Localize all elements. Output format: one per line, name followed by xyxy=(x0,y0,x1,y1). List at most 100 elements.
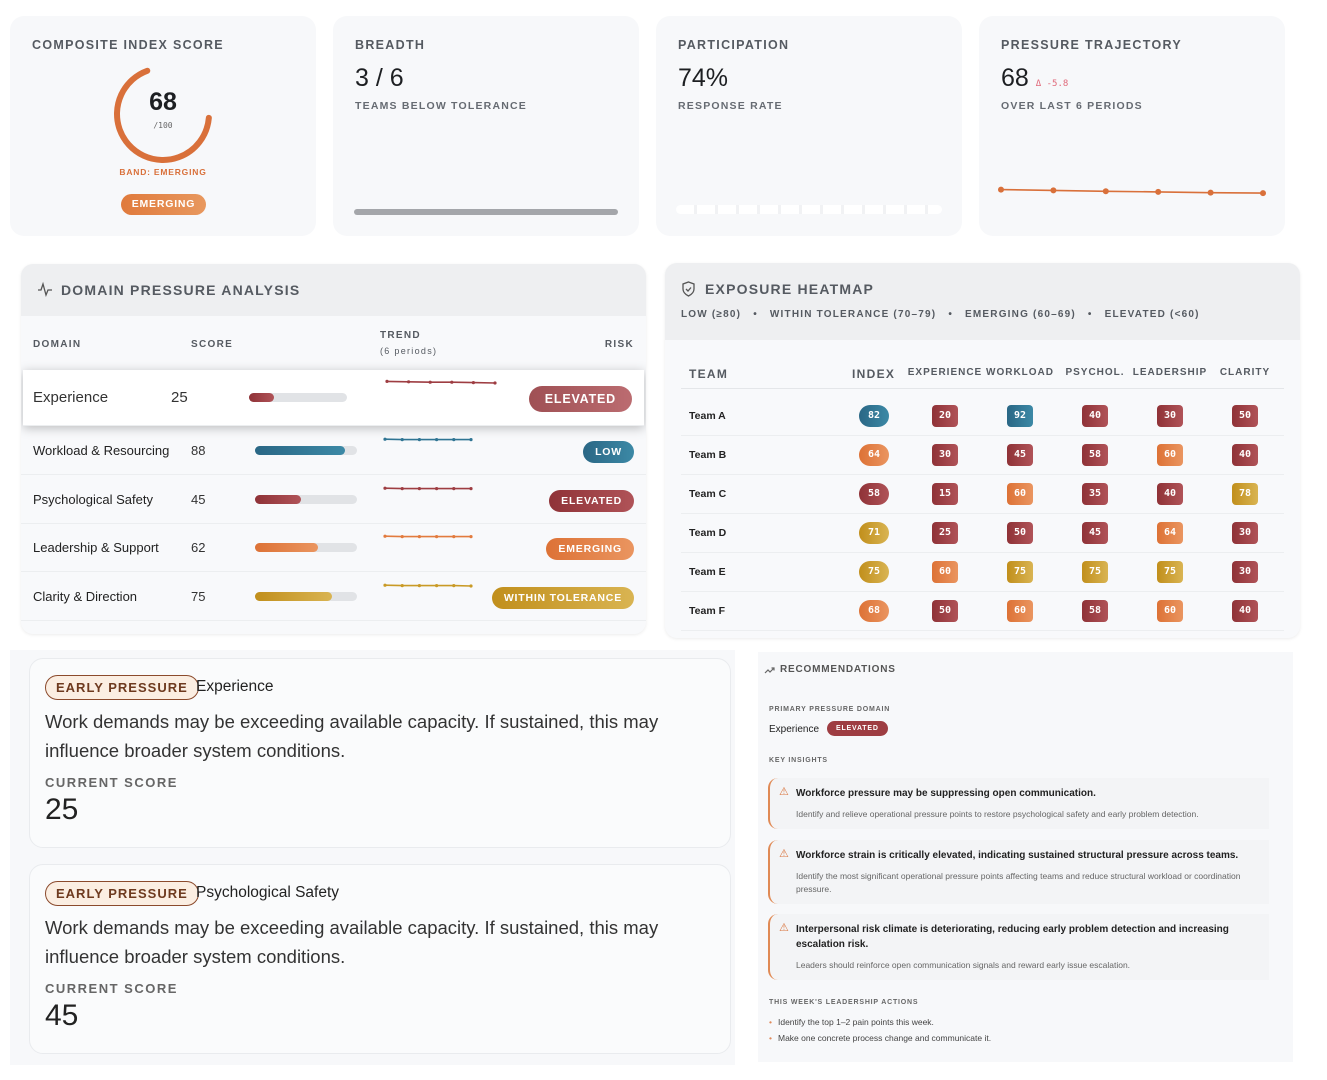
composite-score: 68 xyxy=(149,88,177,116)
heatmap-cell[interactable]: 30 xyxy=(1157,405,1183,427)
warning-icon: ⚠ xyxy=(779,922,789,934)
heatmap-cell[interactable]: 25 xyxy=(932,522,958,544)
panel-title: DOMAIN PRESSURE ANALYSIS xyxy=(61,282,301,298)
heatmap-cell[interactable]: 75 xyxy=(1082,561,1108,583)
heatmap-legend: LOW (≥80) • WITHIN TOLERANCE (70–79) • EMERG… xyxy=(681,309,1200,320)
heatmap-cell[interactable]: 50 xyxy=(1232,405,1258,427)
heatmap-cell[interactable]: 40 xyxy=(1232,600,1258,622)
divider xyxy=(681,388,1284,389)
heatmap-cell[interactable]: 78 xyxy=(1232,483,1258,505)
heatmap-cell[interactable]: 20 xyxy=(932,405,958,427)
heatmap-cell[interactable]: 45 xyxy=(1082,522,1108,544)
insights-label: KEY INSIGHTS xyxy=(769,757,828,764)
primary-label: PRIMARY PRESSURE DOMAIN xyxy=(769,706,891,713)
team-name: Team C xyxy=(689,488,727,500)
recommendations-panel: RECOMMENDATIONS PRIMARY PRESSURE DOMAIN … xyxy=(758,652,1293,1062)
action-text: Identify the top 1–2 pain points this we… xyxy=(777,1017,934,1027)
trend-point xyxy=(469,486,473,490)
heatmap-cell[interactable]: 40 xyxy=(1157,483,1183,505)
heatmap-cell[interactable]: 75 xyxy=(1007,561,1033,583)
participation-sub: RESPONSE RATE xyxy=(678,100,783,112)
domain-row[interactable]: Clarity & Direction 75 WITHIN TOLERANCE xyxy=(21,573,646,621)
score-bar-fill xyxy=(255,591,332,601)
trend-point xyxy=(417,583,421,587)
insight-detail: Identify and relieve operational pressur… xyxy=(796,809,1199,819)
trend-line xyxy=(386,380,496,384)
trend-point xyxy=(998,186,1004,193)
heatmap-cell[interactable]: 60 xyxy=(1157,444,1183,466)
heatmap-cell[interactable]: 58 xyxy=(1082,444,1108,466)
heatmap-cell[interactable]: 60 xyxy=(932,561,958,583)
gauge-arc xyxy=(114,65,212,163)
heatmap-cell[interactable]: 40 xyxy=(1232,444,1258,466)
domain-pressure-panel: DOMAIN PRESSURE ANALYSIS DOMAIN SCORE TR… xyxy=(21,264,646,634)
trajectory-card: PRESSURE TRAJECTORY 68 Δ -5.8 OVER LAST … xyxy=(979,16,1285,236)
pressure-message: Work demands may be exceeding available … xyxy=(45,917,659,967)
score-bar-fill xyxy=(255,494,301,504)
trend-point xyxy=(435,486,439,490)
panel-title: EXPOSURE HEATMAP xyxy=(705,281,875,297)
trend-point xyxy=(400,535,404,539)
heatmap-cell[interactable]: 92 xyxy=(1007,405,1033,427)
heatmap-cell[interactable]: 30 xyxy=(1232,522,1258,544)
current-score: 25 xyxy=(45,793,79,826)
heatmap-cell[interactable]: 60 xyxy=(1007,600,1033,622)
team-name: Team F xyxy=(689,605,725,617)
insight-detail: Identify the most significant operationa… xyxy=(796,871,1241,894)
heatmap-cell[interactable]: 15 xyxy=(932,483,958,505)
trend-point xyxy=(469,438,473,442)
heatmap-cell[interactable]: 58 xyxy=(1082,600,1108,622)
score-max: /100 xyxy=(153,121,173,130)
participation-value: 74% xyxy=(678,64,729,92)
heatmap-cell[interactable]: 64 xyxy=(1157,522,1183,544)
heatmap-cell[interactable]: 35 xyxy=(1082,483,1108,505)
index-score-badge[interactable]: 64 xyxy=(859,444,889,466)
trend-point xyxy=(417,486,421,490)
score-label: CURRENT SCORE xyxy=(45,981,178,996)
domain-row[interactable]: Psychological Safety 45 ELEVATED xyxy=(21,476,646,524)
legend-separator: • xyxy=(1087,309,1093,320)
heatmap-cell[interactable]: 45 xyxy=(1007,444,1033,466)
insight-detail: Leaders should reinforce open communicat… xyxy=(796,960,1131,970)
trend-point xyxy=(383,583,387,587)
score-bar-fill xyxy=(255,446,345,455)
trend-sparkline xyxy=(383,486,473,490)
index-score-badge[interactable]: 82 xyxy=(859,405,889,427)
insight-card: ⚠ Workforce strain is critically elevate… xyxy=(768,840,1269,904)
index-score-badge[interactable]: 71 xyxy=(859,522,889,544)
shield-check-icon xyxy=(682,281,695,297)
heatmap-cell[interactable]: 60 xyxy=(1157,600,1183,622)
trend-point xyxy=(417,535,421,539)
col-score: SCORE xyxy=(191,339,234,350)
domain-score: 45 xyxy=(191,491,206,507)
actions-label: THIS WEEK'S LEADERSHIP ACTIONS xyxy=(769,999,919,1006)
heatmap-col-header: TEAM xyxy=(689,367,729,381)
index-score-badge[interactable]: 58 xyxy=(859,483,889,505)
heatmap-cell[interactable]: 50 xyxy=(932,600,958,622)
card-label: PARTICIPATION xyxy=(678,38,790,52)
heatmap-col-header: PSYCHOL. xyxy=(1065,367,1125,378)
insight-title: Workforce pressure may be suppressing op… xyxy=(796,788,1096,799)
domain-score: 75 xyxy=(191,588,206,604)
heatmap-cell[interactable]: 75 xyxy=(1157,561,1183,583)
trend-point xyxy=(452,535,456,539)
panel-header: EXPOSURE HEATMAP LOW (≥80) • WITHIN TOLERA… xyxy=(665,263,1300,340)
domain-row[interactable]: Workload & Resourcing 88 LOW xyxy=(21,427,646,475)
breadth-sub: TEAMS BELOW TOLERANCE xyxy=(355,100,528,112)
recommendations-title: RECOMMENDATIONS xyxy=(780,664,896,675)
col-risk: RISK xyxy=(604,339,634,350)
risk-badge: LOW xyxy=(583,441,634,463)
heatmap-cell[interactable]: 40 xyxy=(1082,405,1108,427)
domain-row[interactable]: Leadership & Support 62 EMERGING xyxy=(21,524,646,572)
heatmap-cell[interactable]: 30 xyxy=(932,444,958,466)
card-label: PRESSURE TRAJECTORY xyxy=(1001,38,1182,52)
trend-point xyxy=(428,380,432,384)
domain-row[interactable]: Experience 25 ELEVATED xyxy=(23,370,644,426)
heatmap-cell[interactable]: 50 xyxy=(1007,522,1033,544)
heatmap-cell[interactable]: 30 xyxy=(1232,561,1258,583)
index-score-badge[interactable]: 75 xyxy=(859,561,889,583)
index-score-badge[interactable]: 68 xyxy=(859,600,889,622)
trend-line xyxy=(1000,188,1264,194)
card-label: BREADTH xyxy=(355,38,426,52)
heatmap-cell[interactable]: 60 xyxy=(1007,483,1033,505)
